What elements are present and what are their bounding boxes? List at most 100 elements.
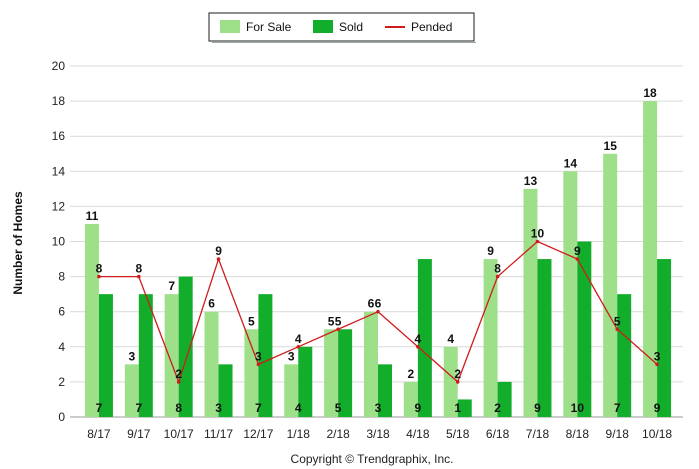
bar-sold (178, 276, 193, 417)
pended-point (137, 274, 141, 279)
pended-series (97, 239, 659, 384)
bar-for-sale (403, 381, 418, 417)
pended-point (296, 345, 301, 349)
x-tick-label: 6/18 (486, 427, 510, 441)
data-label-pended: 2 (175, 367, 182, 381)
pended-point (336, 327, 340, 332)
legend: For Sale Sold Pended (208, 12, 476, 43)
data-label-pended: 8 (494, 262, 501, 276)
data-label-pended: 6 (375, 297, 382, 311)
data-label-for-sale: 7 (168, 279, 175, 293)
pended-point (216, 257, 221, 261)
bar-sold (657, 259, 672, 417)
legend-label: For Sale (246, 20, 292, 34)
data-label-sold: 3 (375, 401, 382, 415)
y-tick-label: 0 (58, 410, 65, 424)
data-label-pended: 8 (96, 262, 103, 276)
data-label-for-sale: 5 (328, 314, 335, 328)
data-label-for-sale: 4 (447, 332, 454, 346)
data-label-pended: 4 (415, 332, 422, 346)
bar-for-sale (443, 346, 458, 417)
bar-for-sale (204, 311, 219, 417)
data-label-sold: 2 (494, 401, 501, 415)
data-label-for-sale: 2 (408, 367, 415, 381)
legend-label: Sold (339, 20, 363, 34)
data-label-sold: 7 (614, 401, 621, 415)
x-tick-label: 10/18 (642, 427, 672, 441)
bar-for-sale (483, 259, 498, 417)
bar-for-sale (284, 364, 299, 417)
bar-for-sale (364, 311, 378, 417)
x-tick-label: 12/17 (243, 427, 273, 441)
y-tick-label: 14 (52, 164, 66, 178)
data-label-for-sale: 15 (604, 139, 618, 153)
pended-point (416, 345, 420, 349)
pended-point (176, 380, 181, 384)
data-label-pended: 3 (255, 349, 262, 363)
y-tick-label: 8 (58, 270, 65, 284)
data-label-pended: 3 (654, 349, 661, 363)
data-label-pended: 5 (335, 314, 342, 328)
pended-point (256, 362, 261, 367)
legend-label: Pended (411, 20, 452, 34)
data-label-sold: 10 (571, 401, 585, 415)
bar-sold (218, 364, 233, 417)
data-label-sold: 4 (295, 401, 302, 415)
x-tick-label: 5/18 (446, 427, 470, 441)
bar-sold (98, 294, 113, 417)
y-tick-label: 4 (58, 340, 65, 354)
pended-point (575, 257, 580, 261)
data-label-for-sale: 11 (86, 209, 99, 223)
pended-point (455, 380, 460, 384)
legend-swatch (220, 20, 240, 33)
data-label-sold: 9 (415, 401, 422, 415)
y-tick-label: 18 (52, 94, 66, 108)
y-tick-label: 20 (52, 59, 66, 73)
bar-sold (457, 399, 472, 417)
y-tick-label: 16 (52, 129, 66, 143)
bar-sold (617, 294, 632, 417)
x-tick-labels: 8/17 9/17 10/17 11/17 12/17 1/18 2/18 3/18 4/18 5… (87, 427, 672, 441)
x-tick-label: 8/18 (566, 427, 590, 441)
data-label-pended: 10 (531, 227, 545, 241)
x-tick-label: 8/17 (87, 427, 111, 441)
data-label-sold: 1 (454, 401, 461, 415)
data-label-for-sale: 13 (524, 174, 538, 188)
x-tick-label: 9/17 (127, 427, 151, 441)
y-tick-labels: 0 2 4 6 8 10 12 14 16 18 20 (52, 59, 66, 424)
bar-sold (138, 294, 153, 417)
bar-for-sale (643, 101, 658, 417)
bar-sold (577, 241, 592, 417)
data-label-sold: 9 (534, 401, 541, 415)
data-label-pended: 9 (574, 244, 581, 258)
y-axis-label: Number of Homes (11, 191, 25, 295)
bar-sold (417, 259, 432, 417)
bar-for-sale (244, 329, 259, 417)
x-tick-label: 9/18 (606, 427, 630, 441)
copyright-text: Copyright © Trendgraphix, Inc. (291, 452, 454, 466)
data-label-for-sale: 6 (368, 297, 375, 311)
bar-sold (497, 381, 512, 417)
bar-for-sale (124, 364, 139, 417)
bar-sold (258, 294, 273, 417)
data-label-pended: 9 (215, 244, 222, 258)
data-label-pended: 8 (135, 262, 142, 276)
bar-sold (298, 346, 313, 417)
pended-point (495, 274, 500, 279)
x-tick-label: 2/18 (326, 427, 350, 441)
x-tick-label: 3/18 (366, 427, 390, 441)
data-label-sold: 7 (135, 401, 142, 415)
pended-point (97, 274, 101, 279)
data-label-sold: 7 (255, 401, 262, 415)
legend-box (208, 12, 475, 42)
bar-sold (537, 259, 552, 417)
y-tick-label: 10 (52, 235, 66, 249)
data-label-pended: 4 (295, 332, 302, 346)
bar-sold (378, 364, 392, 417)
x-tick-label: 11/17 (204, 427, 233, 441)
data-label-pended: 5 (614, 314, 621, 328)
data-label-sold: 9 (654, 401, 661, 415)
legend-swatch (313, 20, 333, 33)
